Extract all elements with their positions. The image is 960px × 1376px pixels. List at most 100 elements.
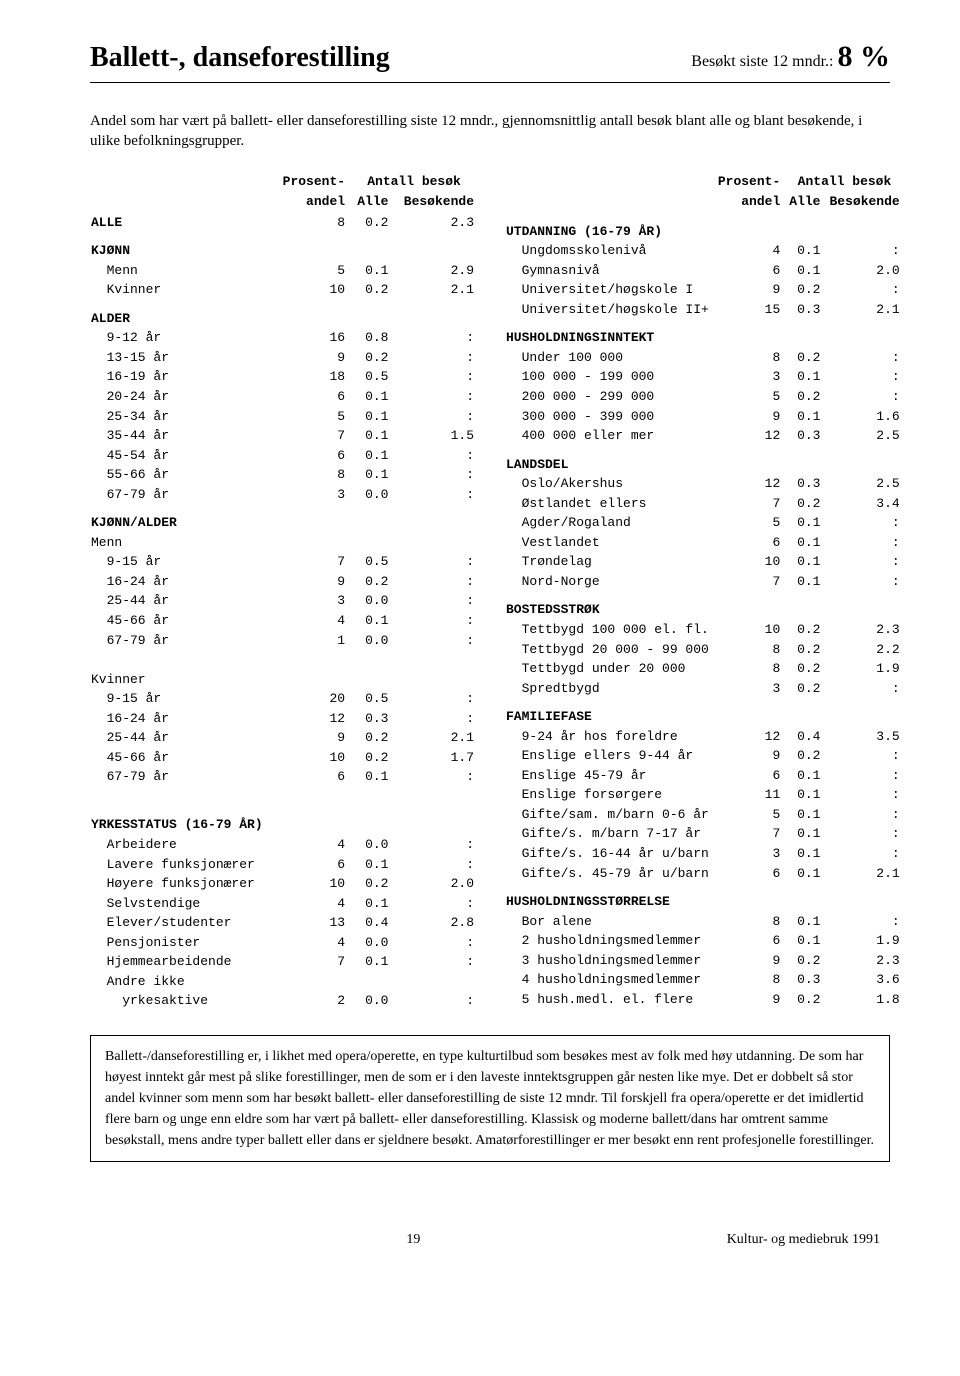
- table-row: 13-15 år90.2:: [90, 348, 475, 368]
- cell-c3: :: [389, 611, 475, 631]
- row-label: 67-79 år: [90, 631, 269, 651]
- cell-c3: :: [389, 933, 475, 953]
- cell-c1: 20: [269, 689, 346, 709]
- cell-c2: 0.2: [781, 348, 821, 368]
- cell-c2: 0.0: [346, 933, 389, 953]
- cell-c1: 9: [710, 990, 781, 1010]
- table-row: 45-54 år60.1:: [90, 446, 475, 466]
- cell-c1: 9: [269, 348, 346, 368]
- cell-c1: 2: [269, 991, 346, 1011]
- cell-c3: 2.1: [389, 728, 475, 748]
- table-row: Pensjonister40.0:: [90, 933, 475, 953]
- table-row: KJØNN/ALDER: [90, 504, 475, 533]
- right-table: Prosent- Antall besøk andel Alle Besøken…: [505, 172, 901, 1010]
- table-row: Nord-Norge70.1:: [505, 572, 901, 592]
- cell-c2: [346, 533, 389, 553]
- cell-c1: 7: [269, 552, 346, 572]
- cell-c2: 0.2: [346, 280, 389, 300]
- row-label: Høyere funksjonærer: [90, 874, 269, 894]
- table-row: Spredtbygd30.2:: [505, 679, 901, 699]
- cell-c2: 0.2: [781, 659, 821, 679]
- page-number: 19: [406, 1232, 420, 1248]
- cell-c1: 6: [269, 855, 346, 875]
- cell-c1: 7: [710, 494, 781, 514]
- cell-c3: :: [389, 591, 475, 611]
- col-h1b: andel: [269, 192, 346, 213]
- table-row: 25-44 år90.22.1: [90, 728, 475, 748]
- cell-c1: 3: [710, 367, 781, 387]
- row-label: Enslige forsørgere: [505, 785, 710, 805]
- cell-c2: 0.0: [346, 835, 389, 855]
- cell-c1: 3: [710, 844, 781, 864]
- cell-c2: 0.2: [781, 640, 821, 660]
- cell-c2: 0.1: [781, 241, 821, 261]
- cell-c3: :: [389, 572, 475, 592]
- table-row: 55-66 år80.1:: [90, 465, 475, 485]
- table-row: 16-24 år90.2:: [90, 572, 475, 592]
- cell-c2: 0.4: [346, 913, 389, 933]
- row-label: 2 husholdningsmedlemmer: [505, 931, 710, 951]
- cell-c1: 8: [269, 465, 346, 485]
- page-title: Ballett-, danseforestilling: [90, 42, 390, 74]
- cell-c3: 1.9: [821, 659, 900, 679]
- row-label: Vestlandet: [505, 533, 710, 553]
- cell-c3: 3.6: [821, 970, 900, 990]
- table-row: Enslige forsørgere110.1:: [505, 785, 901, 805]
- row-label: 55-66 år: [90, 465, 269, 485]
- cell-c1: 5: [269, 261, 346, 281]
- table-row: 9-15 år70.5:: [90, 552, 475, 572]
- table-row: Tettbygd 100 000 el. fl.100.22.3: [505, 620, 901, 640]
- row-label: Arbeidere: [90, 835, 269, 855]
- table-row: Gymnasnivå60.12.0: [505, 261, 901, 281]
- row-label: 100 000 - 199 000: [505, 367, 710, 387]
- cell-c1: 7: [710, 572, 781, 592]
- table-row: 25-34 år50.1:: [90, 407, 475, 427]
- cell-c2: 0.5: [346, 552, 389, 572]
- row-label: Enslige 45-79 år: [505, 766, 710, 786]
- table-row: 2 husholdningsmedlemmer60.11.9: [505, 931, 901, 951]
- cell-c2: 0.1: [346, 894, 389, 914]
- cell-c2: 0.1: [781, 912, 821, 932]
- cell-c1: 4: [269, 933, 346, 953]
- cell-c1: 12: [710, 474, 781, 494]
- cell-c2: 0.0: [346, 591, 389, 611]
- row-label: Lavere funksjonærer: [90, 855, 269, 875]
- cell-c1: 6: [269, 446, 346, 466]
- row-label: Bor alene: [505, 912, 710, 932]
- cell-c2: 0.2: [781, 494, 821, 514]
- cell-c1: 8: [710, 640, 781, 660]
- cell-c3: 3.5: [821, 727, 900, 747]
- table-row: Hjemmearbeidende70.1:: [90, 952, 475, 972]
- cell-c1: 10: [269, 874, 346, 894]
- table-row: 67-79 år10.0:: [90, 631, 475, 651]
- cell-c2: 0.2: [781, 990, 821, 1010]
- cell-c3: 2.3: [821, 620, 900, 640]
- row-label: Menn: [90, 261, 269, 281]
- cell-c3: 2.8: [389, 913, 475, 933]
- row-label: 300 000 - 399 000: [505, 407, 710, 427]
- table-row: Menn: [90, 533, 475, 553]
- table-row: 16-24 år120.3:: [90, 709, 475, 729]
- left-table: Prosent- Antall besøk andel Alle Besøken…: [90, 172, 475, 1011]
- col-h2a: Alle: [346, 192, 389, 213]
- table-row: Enslige ellers 9-44 år90.2:: [505, 746, 901, 766]
- row-label: 9-15 år: [90, 689, 269, 709]
- cell-c3: :: [821, 844, 900, 864]
- cell-c1: 7: [710, 824, 781, 844]
- cell-c3: :: [821, 766, 900, 786]
- row-label: 5 hush.medl. el. flere: [505, 990, 710, 1010]
- row-label: Tettbygd 20 000 - 99 000: [505, 640, 710, 660]
- table-row: Trøndelag100.1:: [505, 552, 901, 572]
- cell-c1: 8: [710, 970, 781, 990]
- cell-c1: 7: [269, 426, 346, 446]
- row-label: ALLE: [90, 213, 269, 233]
- table-row: 35-44 år70.11.5: [90, 426, 475, 446]
- cell-c1: 10: [710, 620, 781, 640]
- cell-c1: 3: [269, 485, 346, 505]
- row-label: 4 husholdningsmedlemmer: [505, 970, 710, 990]
- table-row: Universitet/høgskole I90.2:: [505, 280, 901, 300]
- cell-c3: 3.4: [821, 494, 900, 514]
- cell-c3: 2.3: [389, 213, 475, 233]
- cell-c3: 2.5: [821, 474, 900, 494]
- cell-c2: 0.2: [781, 679, 821, 699]
